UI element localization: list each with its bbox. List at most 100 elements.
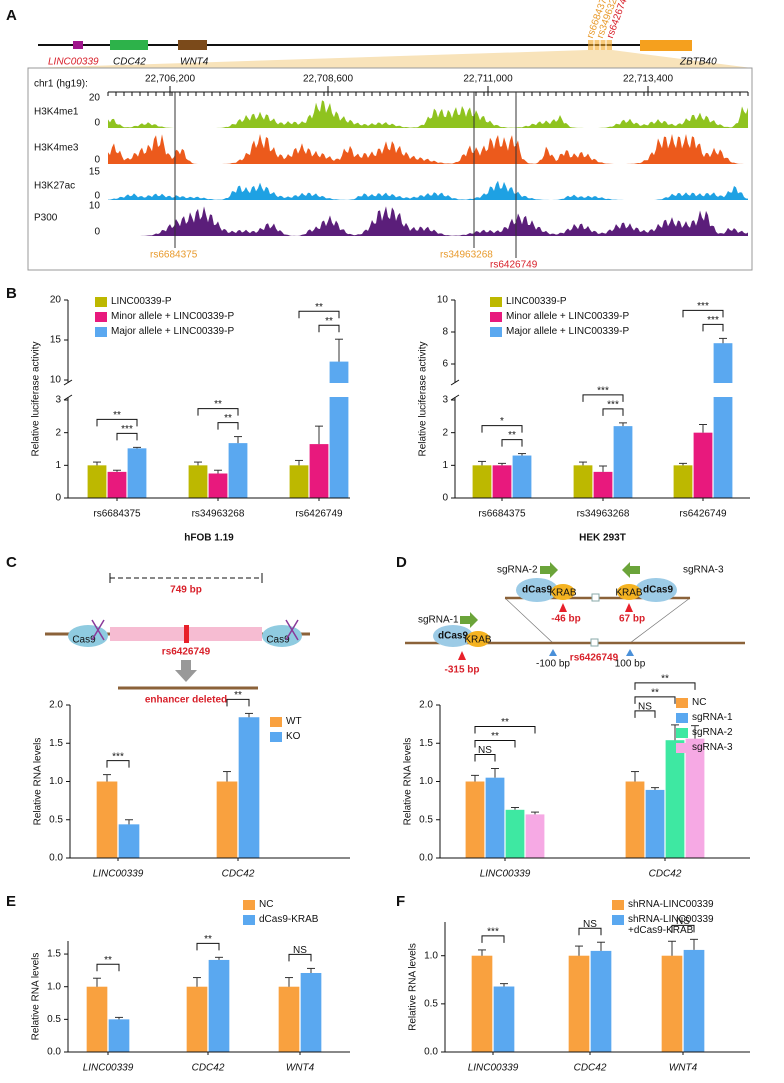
significance-label: *** — [707, 315, 719, 326]
significance-label: ** — [224, 413, 232, 424]
significance-bracket — [106, 760, 130, 768]
bar — [645, 789, 665, 858]
bar — [590, 950, 612, 1052]
legend-label: shRNA-LINC00339 +dCas9-KRAB — [628, 914, 714, 936]
legend-swatch — [243, 915, 255, 925]
bar — [568, 955, 590, 1052]
significance-label: *** — [697, 301, 709, 312]
signal-tracks — [108, 100, 748, 236]
significance-label: ** — [501, 717, 509, 728]
gene-box — [73, 41, 83, 49]
error-bar — [471, 774, 479, 782]
legend-label: NC — [692, 697, 707, 708]
coordinate-label: 22,706,200 — [145, 74, 195, 85]
coordinate-label: 22,708,600 — [303, 74, 353, 85]
error-bar — [223, 771, 231, 782]
track-label: H3K4me1 — [34, 107, 79, 118]
panel-label: D — [396, 554, 407, 571]
legend-label: Minor allele + LINC00339-P — [111, 311, 235, 322]
legend-label: sgRNA-1 — [692, 712, 733, 723]
significance-label: ** — [214, 399, 222, 410]
bar — [683, 949, 705, 1052]
significance-label: NS — [478, 745, 492, 756]
bar — [186, 986, 208, 1052]
legend-label-box: shRNA-LINC00339 — [628, 899, 714, 910]
significance-bracket — [602, 408, 624, 416]
y-tick-label: 10 — [50, 375, 62, 386]
guide-arrow — [622, 562, 640, 578]
track-min: 0 — [94, 227, 100, 238]
x-tick-label: LINC00339 — [83, 1063, 134, 1074]
y-tick-label: 1.0 — [49, 776, 63, 787]
significance-label: *** — [112, 751, 124, 762]
significance-label: ** — [315, 302, 323, 313]
significance-label: *** — [487, 927, 499, 938]
cas9-label: Cas9 — [266, 635, 290, 646]
y-tick-label: 0.0 — [419, 853, 433, 864]
significance-label: ** — [325, 316, 333, 327]
significance-bracket — [481, 425, 523, 433]
significance-label: ** — [234, 690, 242, 701]
error-bar — [699, 424, 707, 433]
significance-bracket — [578, 927, 602, 936]
bar — [278, 986, 300, 1052]
legend-label: Minor allele + LINC00339-P — [506, 311, 630, 322]
significance-bracket — [582, 394, 624, 402]
y-tick-label: 1 — [55, 460, 61, 471]
legend-swatch — [676, 728, 688, 738]
legend-label-box: Major allele + LINC00339-P — [506, 326, 629, 337]
error-bar — [491, 767, 499, 778]
break-mark — [450, 394, 460, 401]
legend-swatch — [490, 297, 502, 307]
snp-label: rs6426749 — [490, 260, 538, 271]
guide-label: sgRNA-3 — [683, 565, 724, 576]
significance-bracket — [96, 963, 120, 972]
bar — [238, 717, 260, 858]
error-bar — [307, 967, 315, 973]
guide-arrow — [460, 612, 478, 628]
error-bar — [579, 461, 587, 466]
bar — [512, 455, 532, 498]
length-label: 749 bp — [170, 585, 202, 596]
window-mark — [549, 649, 557, 656]
gene-label: CDC42 — [113, 57, 146, 68]
error-bar — [597, 941, 605, 951]
significance-bracket — [298, 310, 340, 319]
bar — [107, 471, 127, 498]
bar — [625, 781, 645, 858]
y-tick-label: 2 — [442, 427, 448, 438]
legend-label-box: Minor allele + LINC00339-P — [111, 311, 235, 322]
dcas9-label: dCas9 — [643, 585, 673, 596]
bar — [573, 465, 593, 498]
bar — [673, 465, 693, 498]
scissors — [91, 619, 105, 641]
error-bar — [133, 446, 141, 449]
offset-arrow — [458, 651, 466, 660]
y-tick-label: 6 — [442, 359, 448, 370]
y-tick-label: 1.5 — [49, 738, 63, 749]
legend-label: sgRNA-2 — [692, 727, 733, 738]
signal-track — [108, 206, 748, 236]
significance-label: NS — [638, 702, 652, 713]
break-mark — [63, 379, 73, 386]
offset-label: -46 bp — [551, 614, 580, 625]
error-bar — [214, 469, 222, 474]
bar — [309, 444, 329, 498]
bar — [525, 814, 545, 858]
gene-box — [178, 40, 207, 50]
panel-label: E — [6, 893, 16, 910]
bar — [208, 473, 228, 498]
significance-label: *** — [607, 400, 619, 411]
coordinate-label: 22,713,400 — [623, 74, 673, 85]
significance-bracket — [671, 924, 695, 933]
track-min: 0 — [94, 118, 100, 129]
significance-bracket — [226, 698, 250, 707]
bar — [693, 432, 713, 498]
x-tick-label: CDC42 — [192, 1063, 225, 1074]
error-bar — [115, 1016, 123, 1020]
y-tick-label: 2.0 — [419, 700, 433, 711]
significance-bracket — [634, 696, 676, 704]
bar — [108, 1019, 130, 1052]
